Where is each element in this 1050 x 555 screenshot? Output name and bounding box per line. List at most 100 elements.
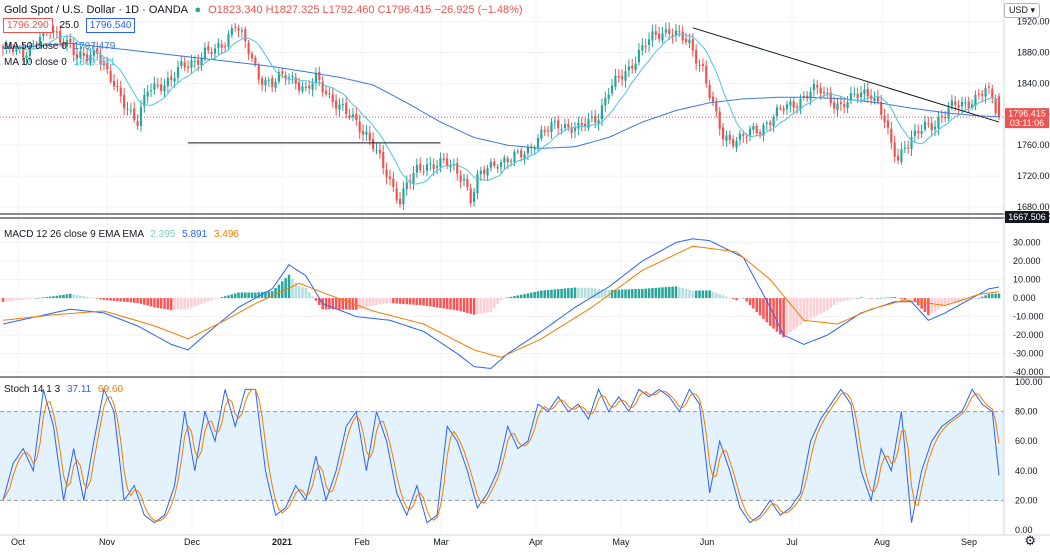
macd-histogram-bar [647, 288, 651, 299]
candle-body [12, 47, 15, 52]
candle-body [321, 81, 324, 93]
macd-histogram-bar [678, 287, 681, 299]
macd-histogram-bar [375, 298, 378, 305]
macd-histogram-bar [11, 298, 15, 301]
candle-body [691, 39, 694, 51]
candle-body [856, 93, 859, 99]
macd-histogram-bar [735, 298, 738, 301]
currency-selector[interactable]: USD ▾ [1003, 3, 1040, 18]
macd-histogram-bar [69, 293, 72, 299]
macd-histogram-bar [65, 294, 69, 299]
candle-body [217, 42, 220, 48]
macd-histogram-bar [964, 298, 967, 302]
candle-body [1, 46, 5, 49]
candle-body [822, 92, 826, 94]
macd-histogram-bar [173, 298, 176, 310]
candle-body [99, 54, 102, 64]
y-tick-label: 1880.000 [1017, 48, 1050, 58]
candle-body [543, 130, 546, 132]
candle-body [314, 72, 318, 83]
ma50-line [2, 42, 1000, 149]
candle-body [604, 97, 607, 106]
candle-body [244, 29, 247, 42]
macd-histogram-bar [260, 291, 264, 299]
candle-body [658, 33, 661, 39]
macd-histogram-bar [217, 298, 220, 299]
y-tick-label: 10.000 [1013, 275, 1041, 285]
macd-histogram-bar [624, 289, 627, 299]
candle-body [86, 54, 89, 62]
macd-histogram-bar [762, 298, 765, 319]
candle-body [890, 128, 893, 143]
macd-histogram-bar [190, 298, 193, 308]
y-tick-label: 1760.000 [1017, 140, 1050, 150]
macd-histogram-bar [950, 298, 954, 304]
macd-histogram-bar [99, 298, 102, 300]
macd-signal-line [2, 245, 1000, 358]
candle-body [923, 121, 927, 130]
ma10-label: MA 10 close 0 [4, 57, 67, 68]
macd-histogram-bar [684, 288, 688, 299]
candle-body [964, 102, 967, 104]
candle-body [607, 94, 610, 99]
x-tick-label: Sep [961, 537, 977, 547]
macd-histogram-bar [493, 298, 496, 309]
macd-histogram-bar [42, 297, 45, 299]
macd-histogram-bar [688, 289, 691, 299]
macd-histogram-bar [991, 293, 994, 299]
candle-body [89, 54, 92, 62]
macd-histogram-bar [38, 297, 42, 299]
candle-body [705, 65, 708, 84]
macd-histogram-bar [637, 288, 641, 299]
macd-histogram-bar [75, 294, 79, 299]
macd-histogram-bar [567, 288, 570, 299]
candle-body [69, 38, 72, 43]
macd-histogram-bar [227, 295, 230, 299]
macd-histogram-bar [657, 287, 661, 299]
macd-histogram-bar [348, 298, 351, 310]
macd-histogram-bar [890, 297, 893, 299]
macd-histogram-bar [550, 289, 553, 299]
candle-body [197, 59, 200, 65]
candle-body [112, 81, 116, 87]
candle-body [361, 131, 365, 135]
y-tick-label: -30.000 [1013, 349, 1044, 359]
macd-histogram-bar [819, 298, 822, 314]
macd-histogram-bar [546, 290, 550, 299]
macd-histogram-bar [18, 298, 22, 300]
macd-histogram-bar [240, 292, 244, 299]
candle-body [237, 28, 240, 31]
candle-body [839, 102, 842, 104]
candle-body [553, 121, 556, 123]
candle-body [792, 101, 795, 108]
candle-body [580, 123, 583, 126]
macd-histogram-bar [752, 298, 755, 309]
gear-icon[interactable]: ⚙ [1024, 533, 1036, 548]
candle-body [738, 133, 741, 140]
macd-histogram-bar [176, 298, 180, 310]
bid-price[interactable]: 1796.290 [3, 18, 53, 33]
macd-histogram-bar [169, 298, 173, 311]
macd-histogram-bar [368, 298, 372, 307]
macd-histogram-bar [116, 298, 119, 302]
candle-body [937, 117, 940, 129]
macd-histogram-bar [782, 298, 785, 338]
macd-histogram-bar [674, 286, 678, 299]
macd-histogram-bar [35, 298, 38, 299]
candle-body [846, 102, 849, 108]
ask-price[interactable]: 1796.540 [85, 18, 136, 33]
macd-histogram-bar [698, 290, 701, 299]
macd-histogram-bar [785, 298, 789, 335]
candle-body [335, 100, 338, 109]
candle-body [563, 124, 567, 129]
candle-body [836, 103, 839, 111]
macd-histogram-bar [580, 287, 584, 299]
candle-body [176, 66, 180, 78]
candle-body [802, 95, 805, 98]
candle-body [600, 105, 604, 120]
macd-histogram-bar [45, 296, 49, 299]
macd-histogram-bar [213, 298, 217, 300]
candle-body [974, 94, 977, 107]
